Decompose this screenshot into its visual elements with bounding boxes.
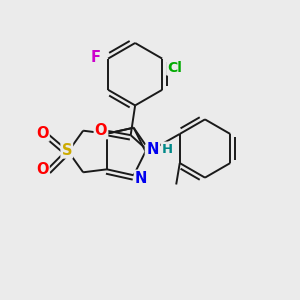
Text: F: F bbox=[91, 50, 100, 64]
Text: H: H bbox=[162, 142, 173, 156]
Text: N: N bbox=[147, 142, 159, 157]
Text: N: N bbox=[146, 146, 158, 160]
Text: Cl: Cl bbox=[167, 61, 182, 74]
Text: O: O bbox=[95, 123, 107, 138]
Text: O: O bbox=[36, 162, 49, 177]
Text: S: S bbox=[61, 142, 72, 158]
Text: O: O bbox=[36, 126, 49, 141]
Text: N: N bbox=[135, 171, 147, 186]
